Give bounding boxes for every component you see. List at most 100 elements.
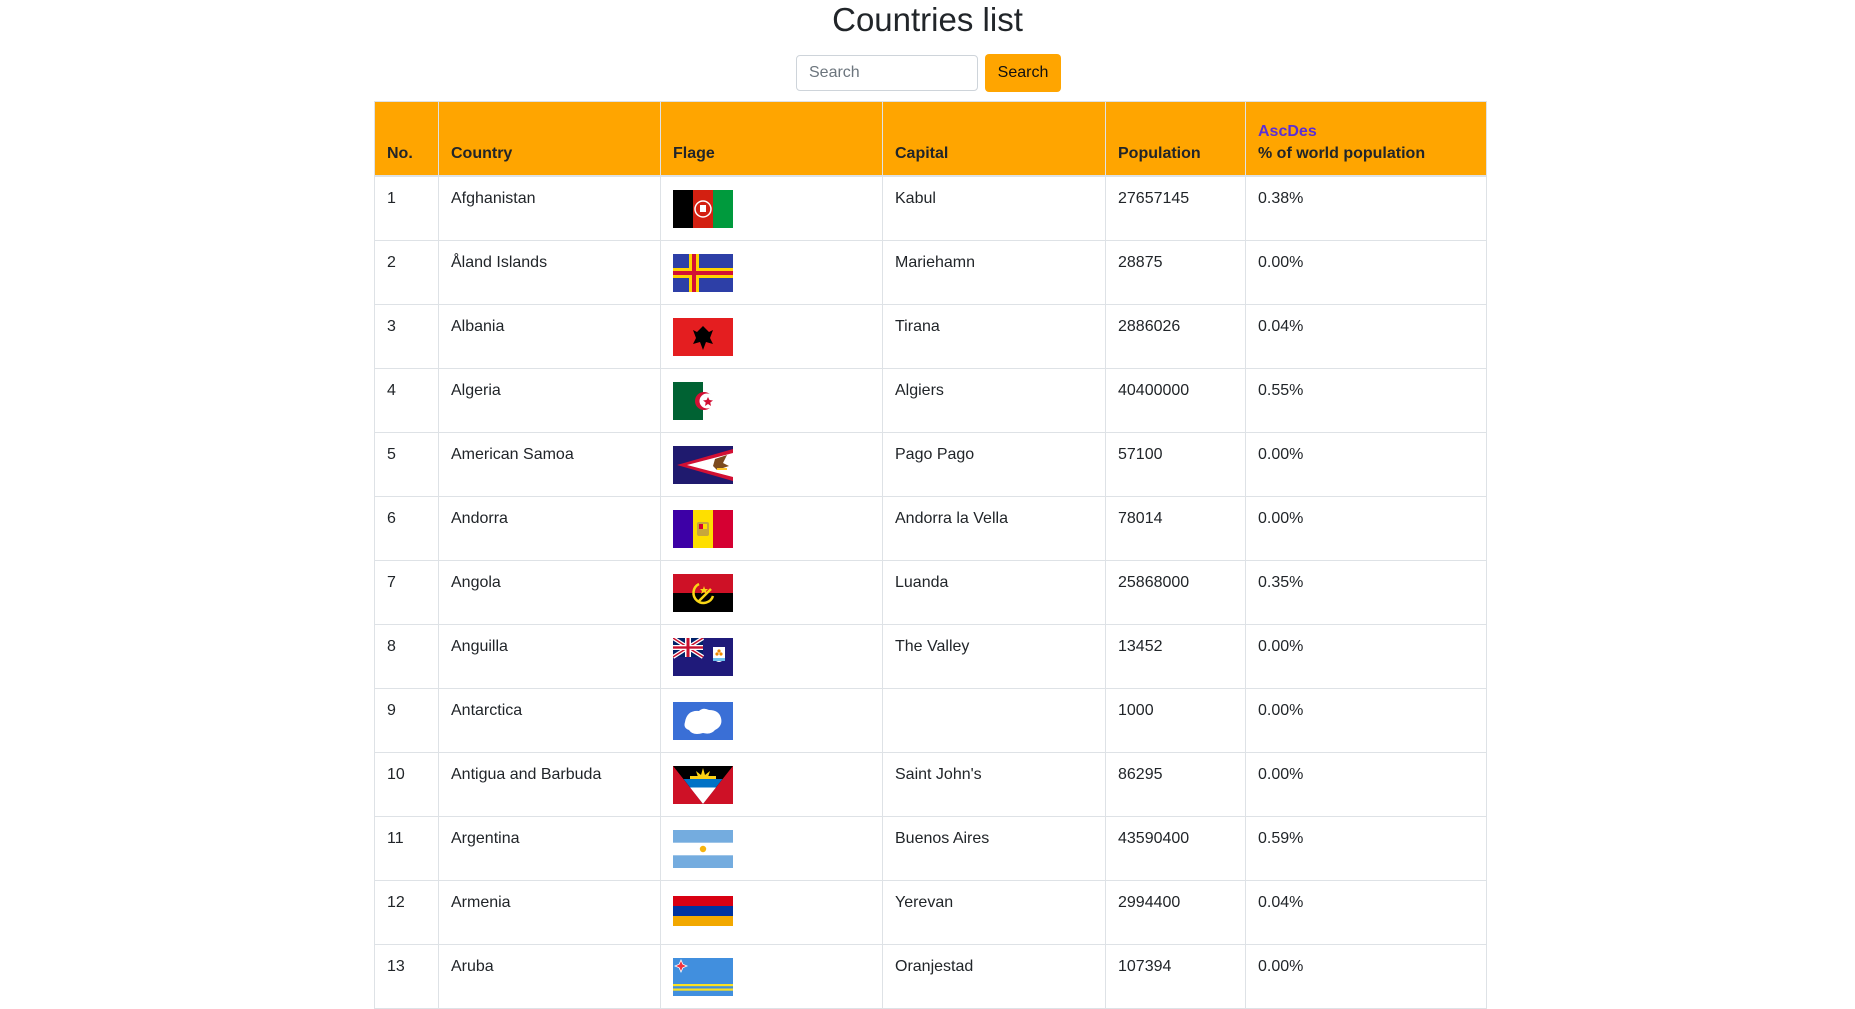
cell-no: 10 [374, 751, 439, 817]
cell-no: 2 [374, 239, 439, 305]
search-input[interactable] [796, 55, 978, 91]
table-row: 2 Åland Islands Mariehamn 28875 0.00% [374, 239, 1487, 305]
aruba-flag-icon [673, 957, 733, 996]
page-title: Countries list [832, 1, 1023, 38]
countries-table-container: No. Country Flage Capital Population Asc… [374, 101, 1487, 1009]
cell-country: Angola [438, 559, 661, 625]
cell-flag [660, 495, 883, 561]
header-no: No. [374, 101, 439, 177]
header-country: Country [438, 101, 661, 177]
cell-no: 5 [374, 431, 439, 497]
table-row: 7 Angola Luanda 25868000 0.35% [374, 559, 1487, 625]
sort-links: AscDes [1258, 123, 1474, 141]
cell-percent: 0.00% [1245, 495, 1487, 561]
cell-population: 43590400 [1105, 815, 1246, 881]
table-row: 6 Andorra Andorra la Vella 78014 0.00% [374, 495, 1487, 561]
header-row: No. Country Flage Capital Population Asc… [374, 101, 1487, 177]
cell-capital: Yerevan [882, 879, 1106, 945]
cell-flag [660, 239, 883, 305]
cell-flag [660, 943, 883, 1009]
cell-flag [660, 559, 883, 625]
table-row: 13 Aruba Oranjestad 107394 0.00% [374, 943, 1487, 1009]
cell-capital: Tirana [882, 303, 1106, 369]
cell-flag [660, 303, 883, 369]
cell-population: 13452 [1105, 623, 1246, 689]
cell-flag [660, 175, 883, 241]
cell-no: 3 [374, 303, 439, 369]
cell-capital: Mariehamn [882, 239, 1106, 305]
cell-percent: 0.38% [1245, 175, 1487, 241]
search-button[interactable]: Search [985, 54, 1061, 92]
cell-percent: 0.55% [1245, 367, 1487, 433]
cell-country: Åland Islands [438, 239, 661, 305]
cell-percent: 0.00% [1245, 431, 1487, 497]
cell-country: American Samoa [438, 431, 661, 497]
cell-population: 107394 [1105, 943, 1246, 1009]
cell-percent: 0.00% [1245, 943, 1487, 1009]
cell-country: Armenia [438, 879, 661, 945]
table-header: No. Country Flage Capital Population Asc… [374, 101, 1487, 177]
sort-asc-link[interactable]: Asc [1258, 122, 1288, 140]
cell-country: Afghanistan [438, 175, 661, 241]
cell-no: 11 [374, 815, 439, 881]
table-row: 8 Anguilla The Valley 13452 0.00% [374, 623, 1487, 689]
antarctica-flag-icon [673, 701, 733, 740]
cell-population: 28875 [1105, 239, 1246, 305]
table-row: 1 Afghanistan Kabul 27657145 0.38% [374, 175, 1487, 241]
cell-capital: The Valley [882, 623, 1106, 689]
anguilla-flag-icon [673, 637, 733, 676]
afghanistan-flag-icon [673, 189, 733, 228]
header-capital: Capital [882, 101, 1106, 177]
cell-capital: Oranjestad [882, 943, 1106, 1009]
cell-percent: 0.00% [1245, 751, 1487, 817]
search-bar: Search [0, 54, 1855, 92]
cell-no: 9 [374, 687, 439, 753]
cell-flag [660, 431, 883, 497]
table-body: 1 Afghanistan Kabul 27657145 0.38% 2 Åland Isl… [374, 175, 1487, 1009]
header-flag: Flage [660, 101, 883, 177]
header-percent-label: % of world population [1258, 144, 1426, 162]
cell-capital [882, 687, 1106, 753]
cell-no: 7 [374, 559, 439, 625]
cell-flag [660, 751, 883, 817]
sort-desc-link[interactable]: Des [1287, 122, 1317, 140]
cell-no: 1 [374, 175, 439, 241]
cell-percent: 0.00% [1245, 239, 1487, 305]
table-row: 12 Armenia Yerevan 2994400 0.04% [374, 879, 1487, 945]
albania-flag-icon [673, 317, 733, 356]
cell-population: 2886026 [1105, 303, 1246, 369]
cell-country: Aruba [438, 943, 661, 1009]
cell-country: Algeria [438, 367, 661, 433]
cell-no: 4 [374, 367, 439, 433]
cell-country: Antigua and Barbuda [438, 751, 661, 817]
cell-country: Andorra [438, 495, 661, 561]
cell-percent: 0.04% [1245, 879, 1487, 945]
cell-population: 78014 [1105, 495, 1246, 561]
table-row: 9 Antarctica 1000 0.00% [374, 687, 1487, 753]
table-row: 4 Algeria Algiers 40400000 0.55% [374, 367, 1487, 433]
cell-flag [660, 687, 883, 753]
table-row: 3 Albania Tirana 2886026 0.04% [374, 303, 1487, 369]
aland-islands-flag-icon [673, 253, 733, 292]
cell-population: 2994400 [1105, 879, 1246, 945]
cell-no: 12 [374, 879, 439, 945]
cell-country: Albania [438, 303, 661, 369]
cell-flag [660, 367, 883, 433]
cell-capital: Kabul [882, 175, 1106, 241]
table-row: 10 Antigua and Barbuda Saint John's 86295 0.… [374, 751, 1487, 817]
cell-percent: 0.00% [1245, 687, 1487, 753]
countries-table: No. Country Flage Capital Population Asc… [374, 101, 1487, 1009]
cell-capital: Pago Pago [882, 431, 1106, 497]
antigua-and-barbuda-flag-icon [673, 765, 733, 804]
cell-no: 6 [374, 495, 439, 561]
cell-population: 40400000 [1105, 367, 1246, 433]
table-row: 11 Argentina Buenos Aires 43590400 0.59% [374, 815, 1487, 881]
algeria-flag-icon [673, 381, 733, 420]
cell-country: Argentina [438, 815, 661, 881]
cell-capital: Saint John's [882, 751, 1106, 817]
cell-population: 86295 [1105, 751, 1246, 817]
cell-population: 1000 [1105, 687, 1246, 753]
cell-country: Anguilla [438, 623, 661, 689]
american-samoa-flag-icon [673, 445, 733, 484]
cell-country: Antarctica [438, 687, 661, 753]
